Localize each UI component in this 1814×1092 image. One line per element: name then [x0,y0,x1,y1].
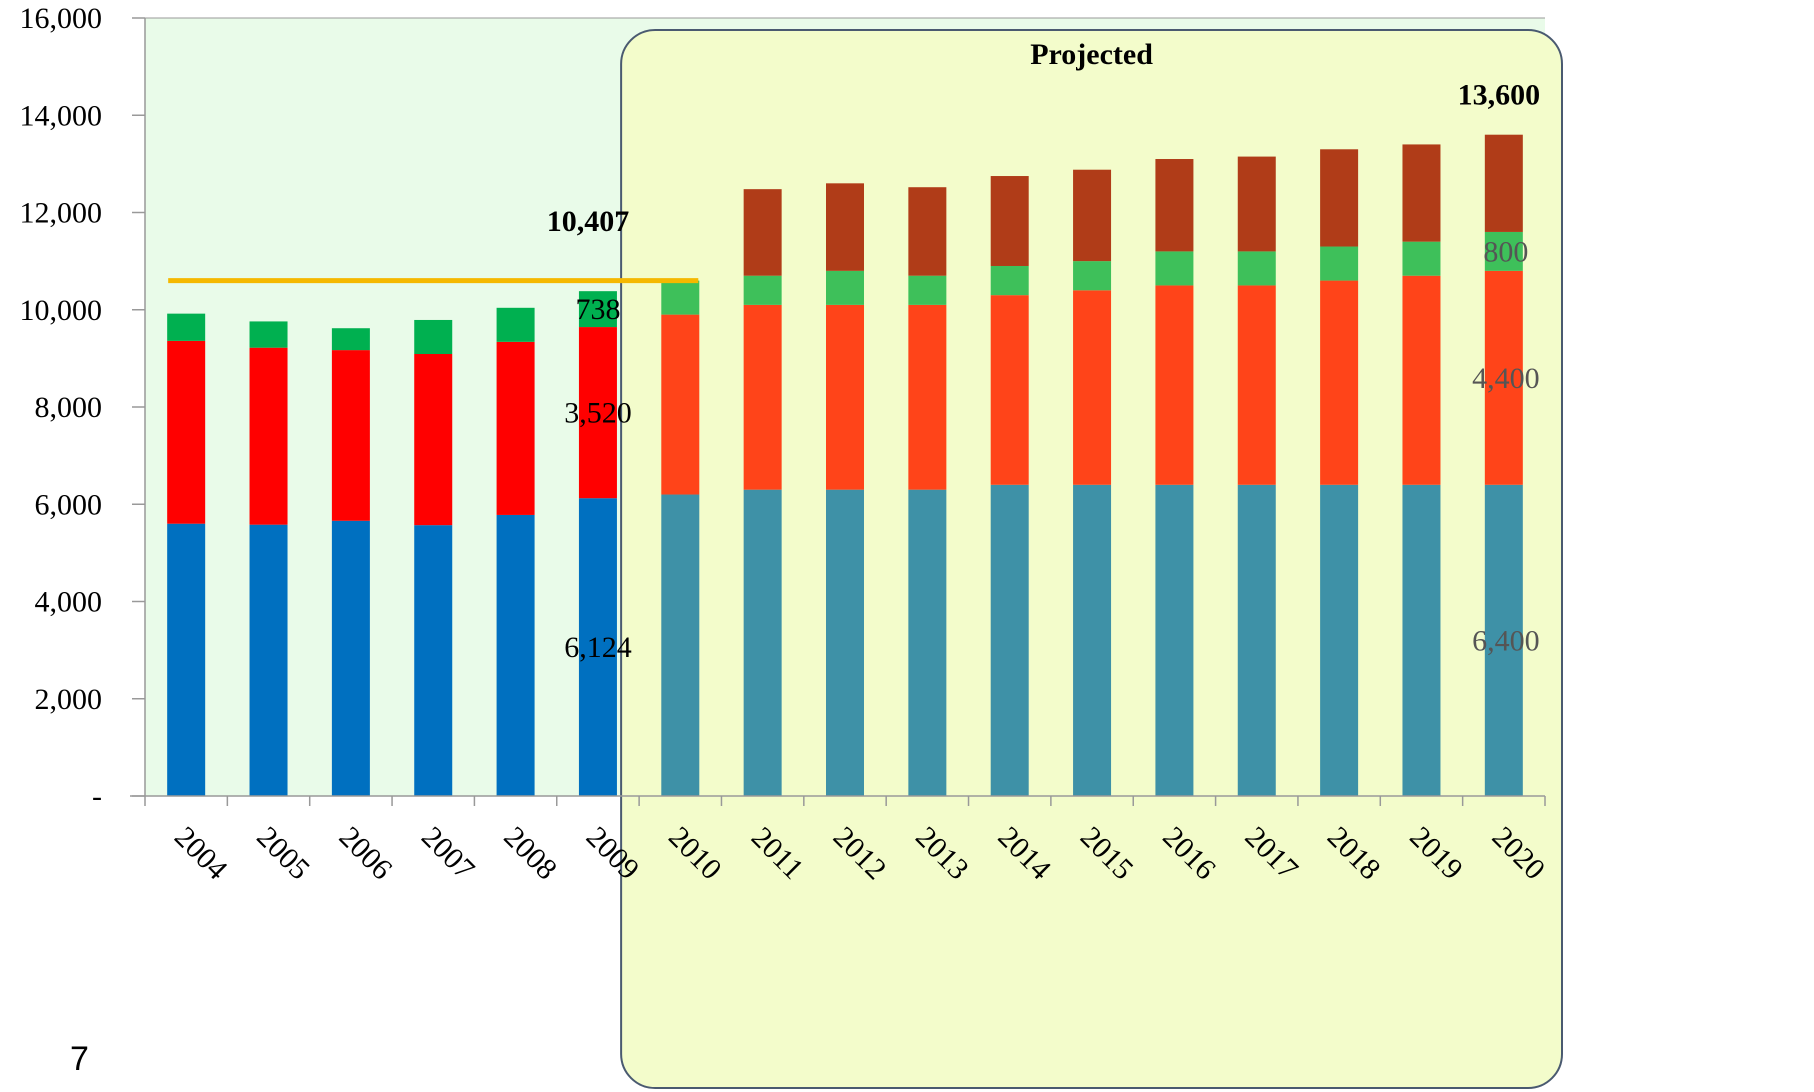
total-label: 10,407 [547,205,630,238]
bar-segment-2015-2 [1073,261,1112,291]
x-tick-label: 2007 [415,820,481,886]
bar-segment-2019-0 [1402,484,1441,796]
y-tick-label: 10,000 [20,294,103,327]
bar-segment-2014-2 [990,265,1029,296]
bar-segment-2018-2 [1320,246,1359,281]
bar-segment-2013-2 [908,275,947,305]
x-tick-label: 2006 [333,820,399,886]
bar-segment-2013-3 [908,187,947,276]
y-tick-label: 2,000 [35,683,103,716]
bar-segment-2004-2 [167,313,206,341]
bar-segment-2011-0 [743,489,782,796]
bar-segment-2007-0 [414,525,453,796]
bar-segment-2020-1 [1484,270,1523,485]
bar-segment-2014-0 [990,484,1029,796]
total-label: 13,600 [1458,79,1541,112]
bar-segment-2005-2 [249,321,288,348]
bar-segment-2009-2 [578,291,617,328]
bar-segment-2016-2 [1155,251,1194,286]
y-tick-label: 4,000 [35,586,103,619]
y-tick-label: - [92,780,102,813]
bar-segment-2006-2 [331,328,370,351]
bar-segment-2016-1 [1155,285,1194,485]
bar-segment-2006-0 [331,520,370,796]
bar-segment-2012-3 [826,183,864,271]
bar-segment-2014-3 [990,176,1029,266]
y-tick-label: 6,000 [35,488,103,521]
projected-label: Projected [1030,38,1153,71]
data-labels: 6,124 3,520 738 6,400 4,400 800 10,407 13,600 [547,79,1540,664]
segment-label: 800 [1483,235,1528,268]
bar-segment-2012-0 [826,489,864,796]
bar-segment-2013-0 [908,489,947,796]
bar-segment-2009-0 [578,498,617,796]
bar-segment-2007-2 [414,319,453,354]
bar-segment-2020-2 [1484,231,1523,271]
slide-number: 7 [70,1040,89,1078]
bar-segment-2009-1 [578,327,617,499]
bar-segment-2015-1 [1073,290,1112,485]
bar-segment-2018-0 [1320,484,1359,796]
bar-segment-2008-1 [496,341,535,515]
bar-segment-2015-3 [1073,169,1112,262]
segment-label: 3,520 [564,397,632,430]
bar-segment-2016-3 [1155,159,1194,252]
bar-segment-2018-3 [1320,149,1359,247]
bar-segment-2017-2 [1237,251,1276,286]
bar-segment-2019-2 [1402,241,1441,276]
bar-segment-2012-2 [826,270,864,305]
bar-segment-2011-1 [743,304,782,490]
bar-segment-2007-1 [414,353,453,526]
x-tick-label: 2008 [497,820,563,886]
bar-segment-2014-1 [990,295,1029,485]
bar-segment-2013-1 [908,304,947,490]
bar-segment-2019-1 [1402,275,1441,485]
bar-segment-2017-3 [1237,156,1276,252]
y-tick-label: 8,000 [35,391,103,424]
bar-group [167,134,1523,796]
bar-segment-2008-2 [496,307,535,342]
bar-segment-2010-0 [661,494,700,796]
bar-segment-2015-0 [1073,484,1112,796]
bar-segment-2020-0 [1484,484,1523,796]
bar-segment-2016-0 [1155,484,1194,796]
segment-label: 6,124 [564,631,632,664]
bar-segment-2004-1 [167,340,206,524]
bar-segment-2004-0 [167,523,206,796]
bar-segment-2011-2 [743,275,782,305]
bar-segment-2005-0 [249,524,288,796]
bar-segment-2018-1 [1320,280,1359,485]
bar-segment-2020-3 [1484,134,1523,232]
bar-segment-2011-3 [743,189,782,276]
y-tick-label: 12,000 [20,197,103,230]
segment-label: 6,400 [1472,624,1540,657]
bar-segment-2006-1 [331,350,370,521]
bar-segment-2012-1 [826,304,864,490]
segment-label: 4,400 [1472,362,1540,395]
bar-segment-2010-2 [661,280,700,315]
y-tick-label: 16,000 [20,2,103,35]
bar-segment-2017-0 [1237,484,1276,796]
bar-segment-2005-1 [249,347,288,525]
bar-segment-2008-0 [496,514,535,796]
segment-label: 738 [575,293,620,326]
y-tick-label: 14,000 [20,99,103,132]
x-tick-label: 2005 [250,820,316,886]
bar-segment-2019-3 [1402,144,1441,242]
bar-segment-2010-1 [661,314,700,495]
x-tick-label: 2004 [168,820,234,886]
bar-segment-2017-1 [1237,285,1276,485]
